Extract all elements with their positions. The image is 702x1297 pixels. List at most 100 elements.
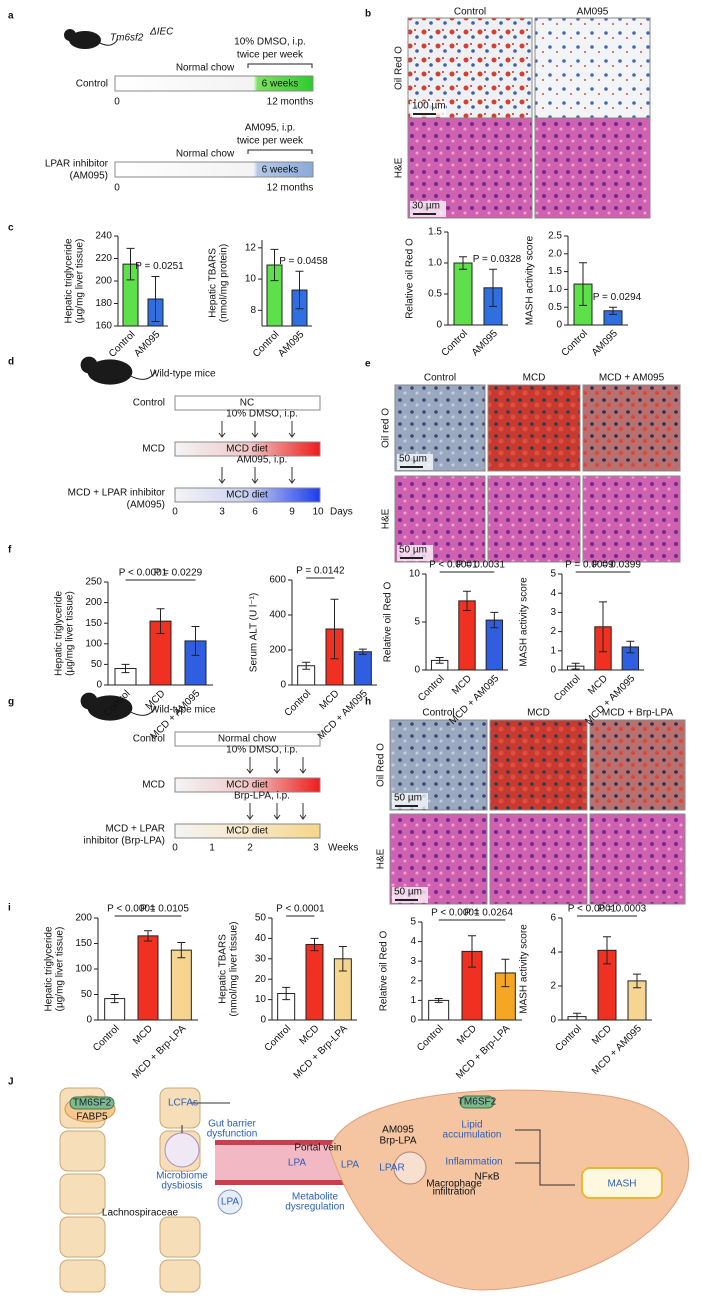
y-tick-label: 10 [245,274,257,285]
row-label: Oil Red O [376,743,387,787]
y-axis-title: (nmol/mg liver tissue) [229,921,240,1016]
p-value: P < 0.0001 [276,904,325,915]
y-axis-title: Relative oil Red O [383,581,394,662]
x-tick-label: MCD + Brp-LPA [292,1023,350,1081]
genotype-superscript: ΔIEC [149,27,174,38]
x-tick-label: Control [107,329,138,360]
mouse-icon [99,38,119,46]
y-tick-label: 5 [550,569,556,580]
mouse-icon [64,29,76,41]
y-tick-label: 20 [255,974,267,985]
schematic-label: infiltration [433,1187,476,1198]
timeline-bar [174,441,321,457]
schematic-label: Lachnospiraceae [102,1208,179,1219]
x-tick-label: MCD [450,673,474,697]
row-label: H&E [376,848,387,869]
timeline-bar [174,395,321,411]
y-axis-title: (nmol/mg protein) [219,244,230,322]
x-tick-label: Control [552,673,583,704]
error-bar [151,276,160,322]
y-tick-label: 4 [410,936,416,947]
p-value: P = 0.0458 [279,256,328,267]
timeline-bar [174,487,321,503]
y-tick-label: 100 [75,964,92,975]
y-axis-title: MASH activity score [525,235,536,325]
group-name: Control [76,79,108,90]
error-bar [435,657,444,664]
p-value: P < 0.0001 [431,908,480,919]
scheme-title: Wild-type mice [150,369,216,380]
x-tick-label: AM095 [590,328,620,358]
y-axis-title: (µg/mg liver tissue) [55,927,66,1012]
p-value: P = 0.0264 [464,908,513,919]
column-label: AM095 [577,7,609,18]
axis-label: 12 months [267,97,314,108]
dose-arrow [251,467,259,484]
dose-arrow [251,421,259,438]
y-tick-label: 2.0 [548,248,562,259]
axis-label: 1 [209,843,215,854]
column-label: MCD + AM095 [599,373,665,384]
y-tick-label: 160 [95,321,112,332]
error-bar [156,608,165,634]
y-tick-label: 5 [414,617,420,628]
micrograph [534,17,651,119]
column-label: Control [454,7,486,18]
p-value: P = 0.0251 [135,261,184,272]
error-bar [571,662,580,670]
x-tick-label: MCD + AM095 [316,688,370,742]
p-value: P = 0.0229 [154,568,203,579]
column-label: MCD [527,708,550,719]
column-label: MCD [523,373,546,384]
schematic-art [59,1087,690,1293]
panel-label: h [365,697,371,708]
error-bar [330,598,339,660]
schematic-label: MASH [608,1179,637,1190]
dose-arrow [288,421,296,438]
schematic-label: accumulation [443,1130,502,1141]
micrograph [487,475,581,563]
diet: MCD diet [226,780,268,791]
scale-bar-label: 30 µm [412,201,440,212]
y-tick-label: 1.5 [428,227,442,238]
y-tick-label: 2 [410,975,416,986]
schematic-label: FABP5 [76,1112,108,1123]
group-name: Control [133,734,165,745]
timeline-bar [174,823,321,839]
micrograph [534,117,651,219]
y-axis-title: Hepatic TBARS [208,248,219,318]
p-value: P = 0.0031 [456,560,505,571]
diet: Normal chow [176,149,235,160]
p-value: P = 0.0294 [593,292,642,303]
y-axis-title: (µg/mg liver tissue) [65,591,76,676]
x-tick-label: Control [559,328,590,359]
y-tick-label: 0.5 [428,289,442,300]
mouse-icon [130,706,157,716]
micrograph [582,384,681,472]
p-value: P < 0.0001 [429,560,478,571]
y-axis-title: Relative oil Red O [379,930,390,1011]
y-axis-title: Hepatic triglyceride [44,926,55,1011]
micrograph [489,813,588,905]
y-tick-label: 0 [86,1015,92,1026]
x-tick-label: MCD + AM095 [447,673,501,727]
p-value: P = 0.0142 [296,566,345,577]
error-bar [434,997,443,1003]
row-label: H&E [381,508,392,529]
diet: NC [240,398,254,409]
error-bar [338,946,347,972]
schematic-label: Inflammation [445,1157,502,1168]
scale-bar-label: 100 µm [412,101,446,112]
schematic-label: Brp-LPA [379,1136,416,1147]
y-axis-title: Serum ALT (U l⁻¹) [249,593,260,672]
y-tick-label: 150 [75,938,92,949]
y-tick-label: 1 [410,995,416,1006]
x-tick-label: Control [263,1023,294,1054]
axis-label: 0 [172,507,178,518]
scale-bar-label: 50 µm [394,793,422,804]
y-axis-title: Hepatic TBARS [218,934,229,1004]
error-bar [633,973,641,989]
dose-arrow [288,467,296,484]
schematic-label: dysfunction [207,1129,258,1140]
schematic-label: TM6SF2 [73,1098,112,1109]
